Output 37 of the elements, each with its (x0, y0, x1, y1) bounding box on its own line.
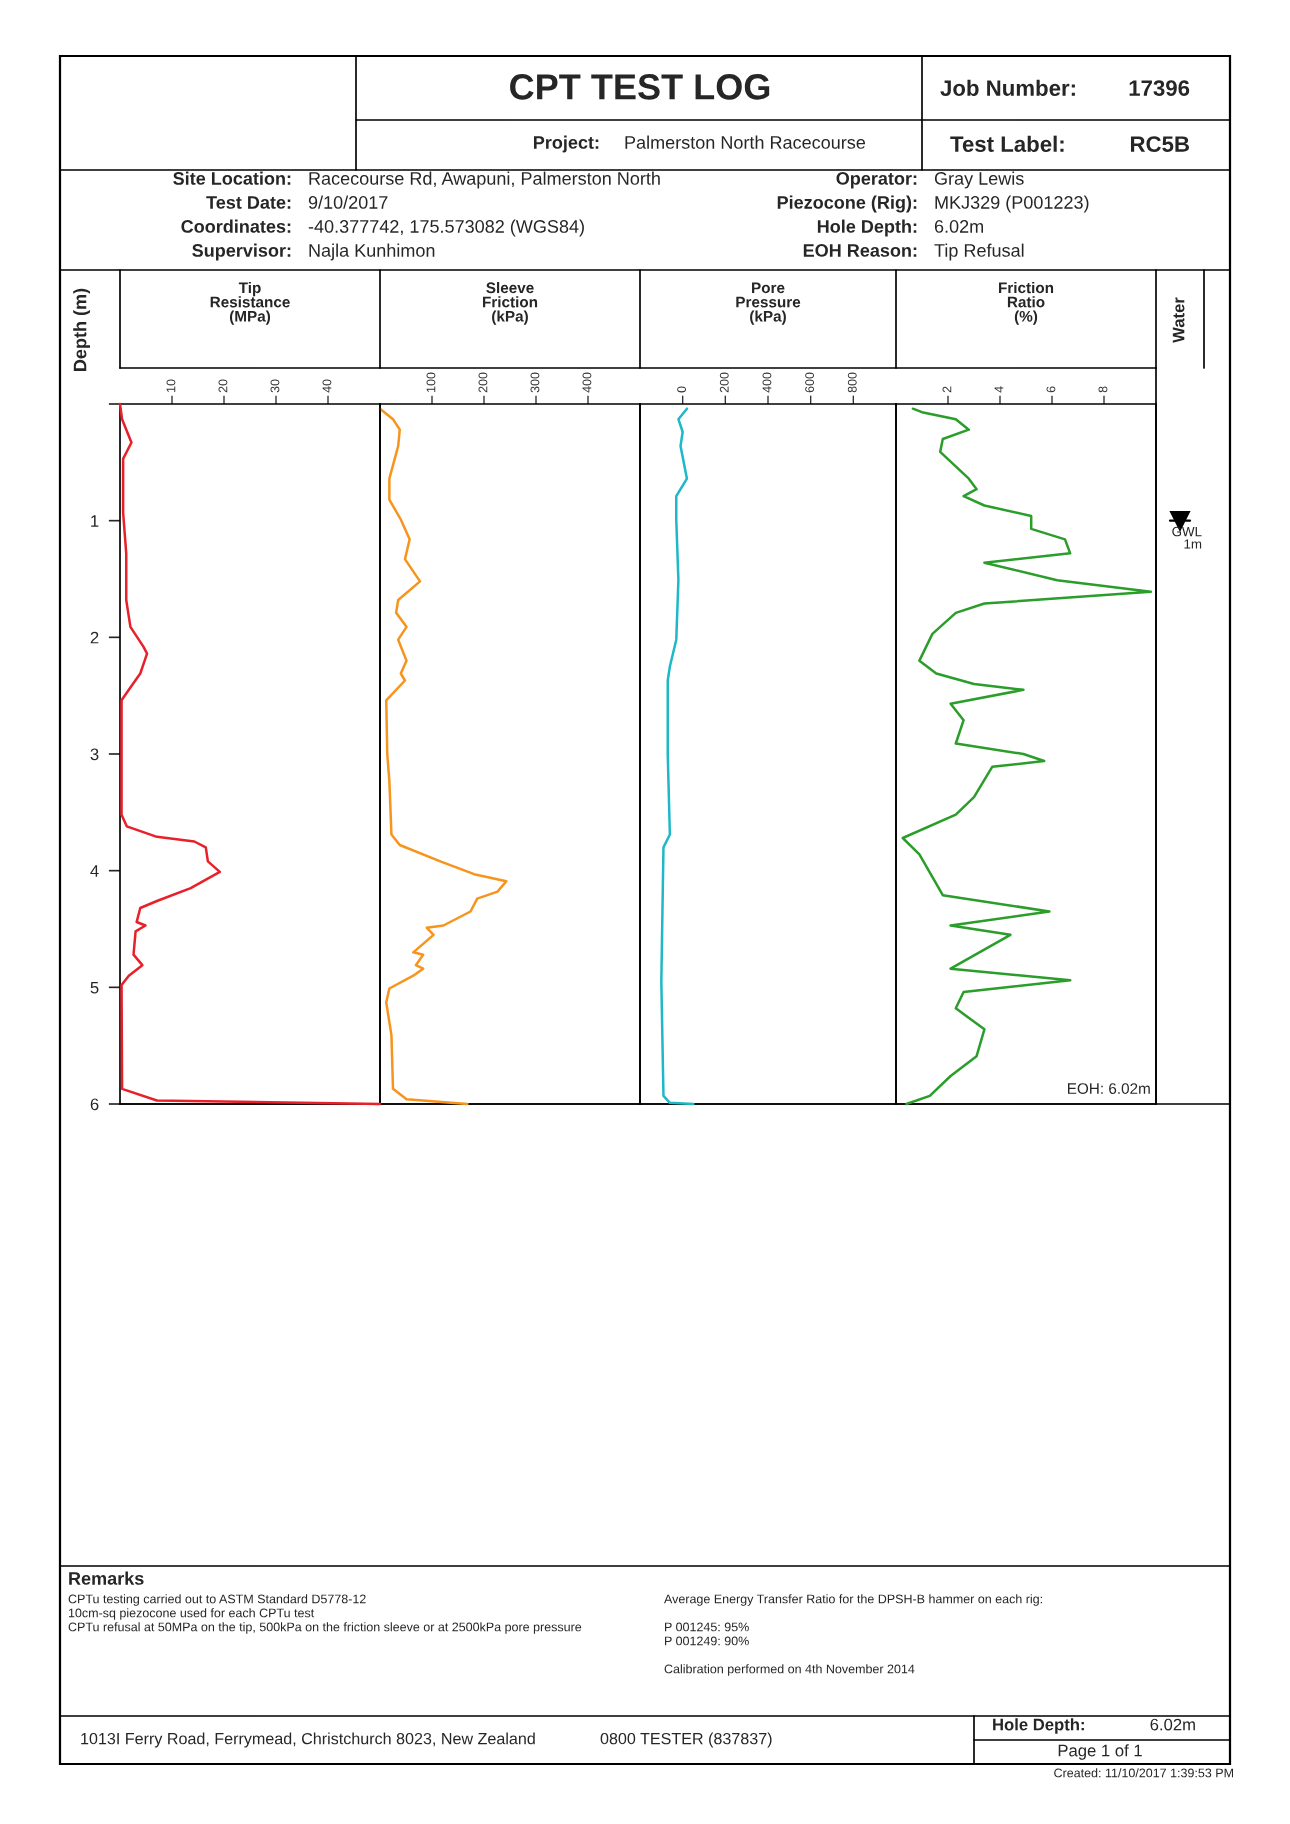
text: Gray Lewis (934, 171, 1024, 189)
text: Page 1 of 1 (1058, 1744, 1142, 1760)
text: Tip Refusal (934, 243, 1024, 261)
text: Najla Kunhimon (309, 243, 435, 261)
text: 1013I Ferry Road, Ferrymead, Christchurch 8023, New Zealand (81, 1732, 535, 1748)
y-tick-label: 5 (90, 981, 99, 994)
text: 6.02m (934, 220, 983, 233)
text: Job Number: (940, 79, 1075, 96)
text: Coordinates: (181, 219, 291, 233)
text: CPT TEST LOG (510, 74, 770, 100)
text: Piezocone (Rig): (777, 195, 917, 213)
text: Test Label: (950, 135, 1064, 152)
text: RC5B (1130, 136, 1189, 152)
text: MKJ329 (P001223) (935, 195, 1089, 213)
text: 0800 TESTER (837837) (600, 1732, 772, 1748)
text: Hole Depth: (993, 1718, 1084, 1734)
y-tick-label: 4 (90, 865, 99, 877)
text: -40.377742, 175.573082 (WGS84) (308, 219, 584, 237)
text: Project: (533, 135, 599, 153)
text: Test Date: (206, 196, 291, 209)
y-tick-label: 1 (91, 515, 99, 527)
text: Site Location: (173, 171, 291, 185)
text: 17396 (1129, 80, 1190, 96)
y-axis-title: Depth (m) (73, 288, 90, 371)
text: Remarks (69, 1571, 144, 1585)
text: Palmerston North Racecourse (625, 135, 866, 149)
text: Hole Depth: (817, 219, 917, 237)
text: Operator: (836, 172, 917, 189)
y-tick-label: 3 (90, 748, 99, 761)
text: Racecourse Rd, Awapuni, Palmerston North (309, 171, 660, 189)
text: EOH Reason: (803, 244, 917, 257)
y-tick-label: 2 (90, 631, 99, 644)
text: 9/10/2017 (308, 195, 388, 209)
y-tick-label: 6 (90, 1098, 99, 1111)
text: Water (1172, 297, 1185, 343)
text: 6.02m (1150, 1718, 1195, 1731)
text: Supervisor: (192, 243, 291, 261)
